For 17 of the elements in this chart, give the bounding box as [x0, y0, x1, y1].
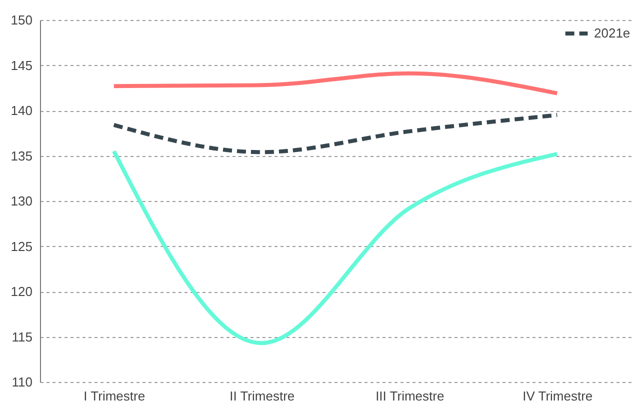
y-tick-label: 145 — [10, 58, 32, 73]
x-tick-label: I Trimestre — [84, 388, 146, 404]
y-tick-label: 115 — [12, 329, 32, 344]
line-series — [112, 71, 560, 96]
y-tick-label: 125 — [10, 238, 32, 254]
y-tick-label: 110 — [12, 374, 32, 390]
legend-label: 2021e — [594, 26, 630, 40]
line-series — [112, 149, 560, 346]
x-tick-label: IV Trimestre — [522, 388, 593, 404]
y-tick-label: 135 — [10, 148, 32, 164]
x-tick-label: II Trimestre — [230, 388, 295, 404]
y-tick-label: 130 — [10, 194, 32, 208]
y-tick-label: 150 — [10, 12, 32, 28]
line-series — [112, 113, 560, 154]
y-tick-label: 140 — [10, 103, 32, 118]
x-tick-label: III Trimestre — [376, 388, 444, 404]
y-tick-label: 120 — [10, 284, 32, 299]
